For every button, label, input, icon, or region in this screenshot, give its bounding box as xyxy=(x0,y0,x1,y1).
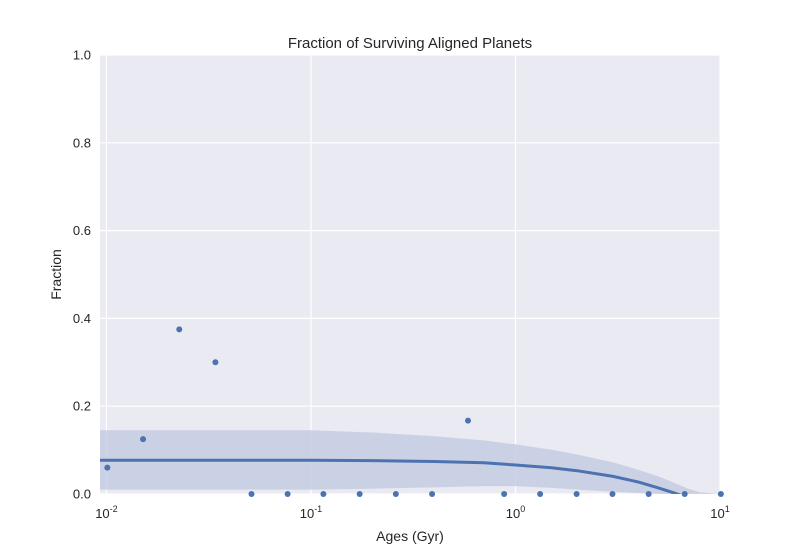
y-tick-label: 0.4 xyxy=(73,311,91,326)
chart-title: Fraction of Surviving Aligned Planets xyxy=(288,35,532,52)
x-tick-label: 100 xyxy=(506,504,525,521)
grid xyxy=(100,54,721,495)
data-point xyxy=(501,491,508,497)
data-point xyxy=(356,491,363,497)
data-point xyxy=(717,491,724,497)
data-point xyxy=(429,491,436,497)
data-point xyxy=(248,491,255,497)
points-layer xyxy=(104,326,724,497)
data-point xyxy=(537,491,544,497)
data-point xyxy=(140,436,147,443)
y-tick-label: 0.6 xyxy=(73,223,91,238)
y-axis-label: Fraction xyxy=(48,249,64,300)
x-tick-label: 101 xyxy=(710,504,729,521)
data-point xyxy=(104,464,111,471)
x-tick-labels: 10-2 10-1 100 101 xyxy=(95,504,730,521)
data-point xyxy=(645,491,652,497)
data-point xyxy=(465,417,472,424)
data-point xyxy=(392,491,399,497)
data-point xyxy=(176,326,183,333)
x-tick-label: 10-2 xyxy=(95,504,117,521)
data-point xyxy=(212,359,219,366)
y-tick-labels: 0.0 0.2 0.4 0.6 0.8 1.0 xyxy=(73,48,91,502)
y-tick-label: 1.0 xyxy=(73,48,91,63)
data-point xyxy=(681,491,688,497)
y-tick-label: 0.0 xyxy=(73,487,91,502)
plot-background xyxy=(100,55,720,494)
fit-line xyxy=(100,458,682,494)
fit-line-layer xyxy=(100,458,682,494)
y-tick-label: 0.2 xyxy=(73,399,91,414)
data-point xyxy=(573,491,580,497)
y-tick-label: 0.8 xyxy=(73,135,91,150)
x-axis-label: Ages (Gyr) xyxy=(376,528,444,544)
data-point xyxy=(284,491,291,497)
x-tick-label: 10-1 xyxy=(300,504,322,521)
data-point xyxy=(609,491,616,497)
data-point xyxy=(320,491,327,497)
